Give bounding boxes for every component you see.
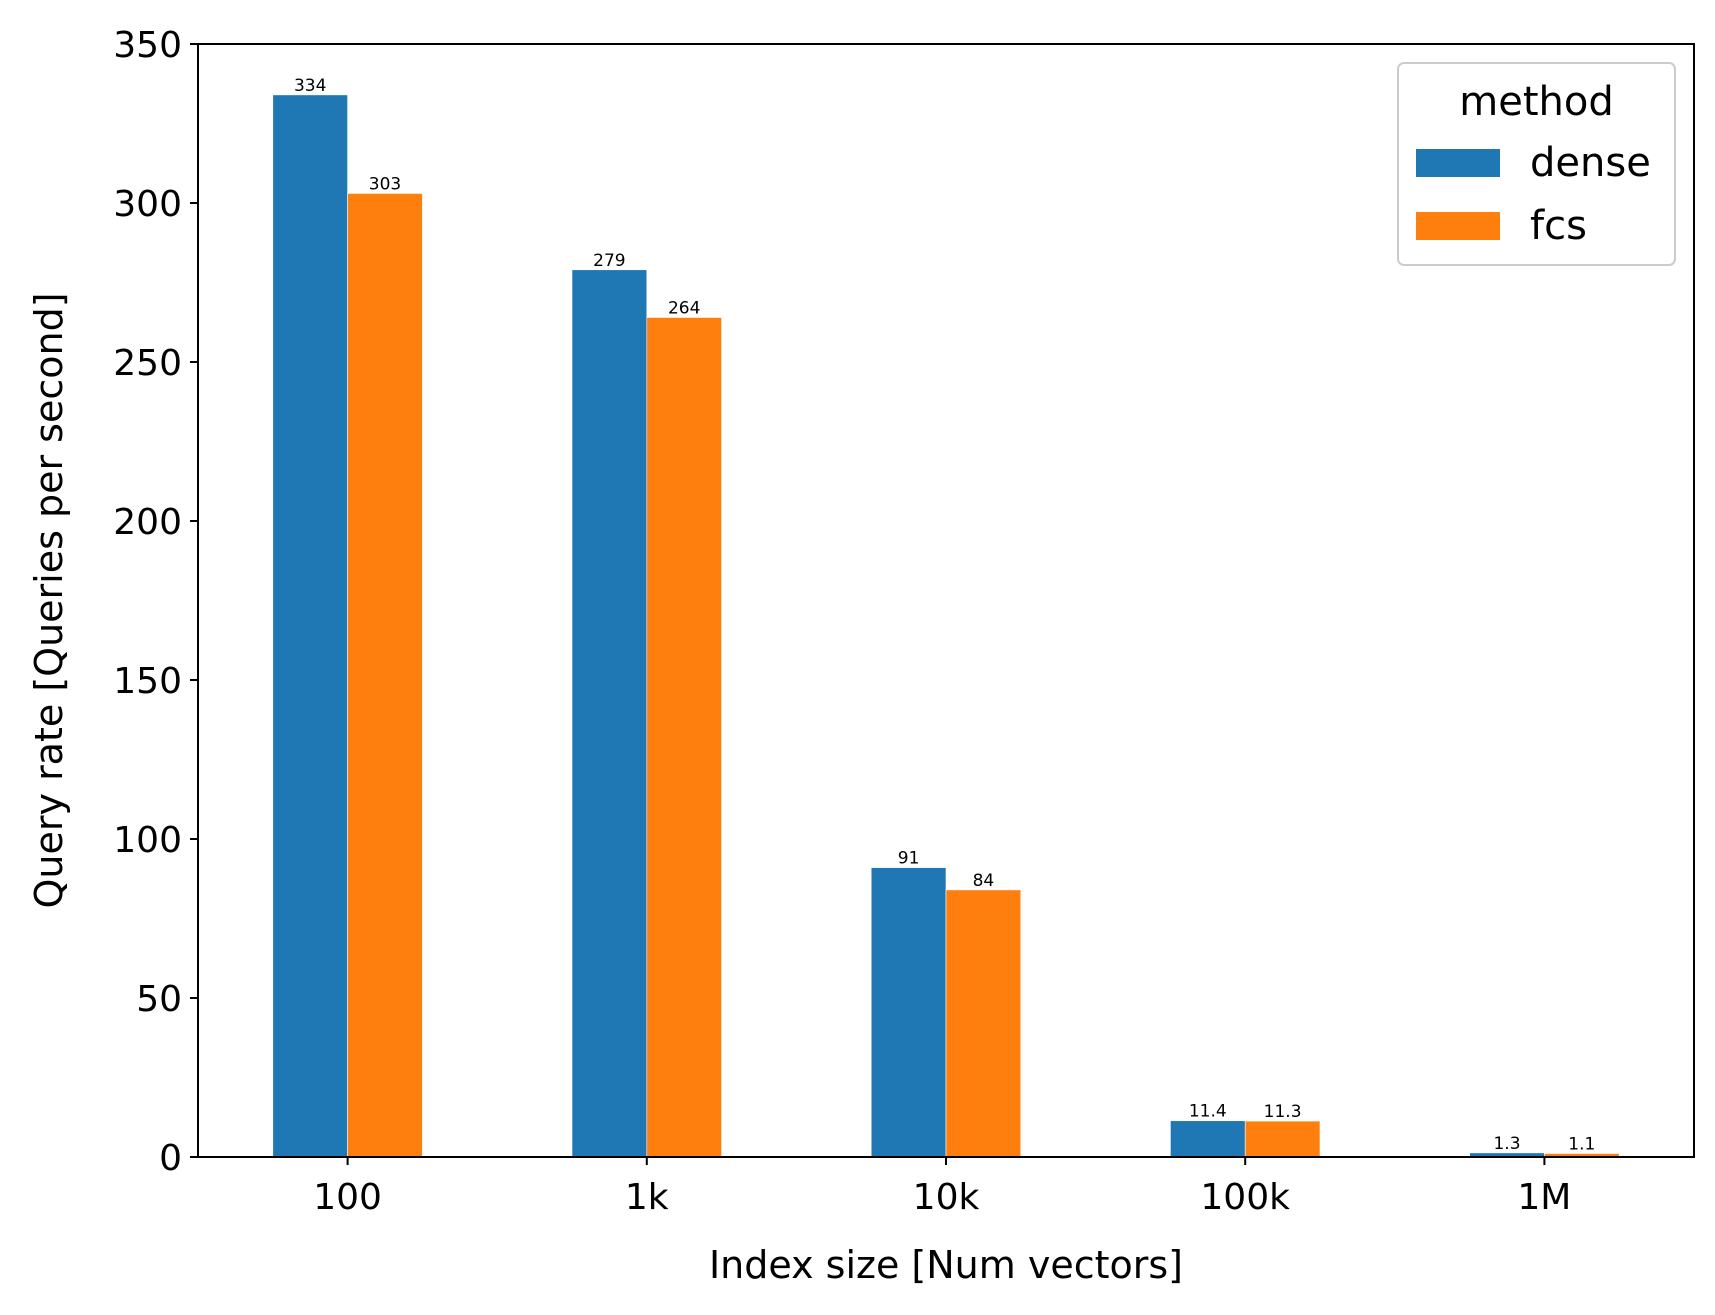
bars <box>272 94 1620 1158</box>
data-label-fcs-100: 303 <box>369 174 401 194</box>
y-tick-label: 50 <box>136 979 182 1020</box>
y-tick-label: 200 <box>113 502 182 543</box>
legend-label-fcs: fcs <box>1530 203 1587 249</box>
data-label-fcs-1k: 264 <box>668 298 700 318</box>
data-label-dense-100k: 11.4 <box>1189 1102 1227 1122</box>
bar-fcs-1k <box>646 317 722 1158</box>
data-label-fcs-1M: 1.1 <box>1568 1135 1595 1155</box>
data-label-dense-1M: 1.3 <box>1493 1134 1520 1154</box>
bar-dense-1k <box>571 269 648 1158</box>
bar-fcs-100k <box>1244 1120 1321 1158</box>
legend-swatch-dense <box>1416 149 1500 177</box>
y-tick-label: 100 <box>113 820 182 861</box>
x-tick-label: 1M <box>1517 1177 1571 1218</box>
y-tick-label: 300 <box>113 184 182 225</box>
data-label-fcs-100k: 11.3 <box>1264 1102 1302 1122</box>
data-labels: 334 279 91 11.4 1.3 303 264 84 11.3 1.1 <box>294 76 1595 1155</box>
y-tick-label: 150 <box>113 661 182 702</box>
y-tick-label: 250 <box>113 343 182 384</box>
x-tick-label: 10k <box>913 1177 980 1218</box>
y-axis-label: Query rate [Queries per second] <box>27 292 71 908</box>
data-label-fcs-10k: 84 <box>973 871 995 891</box>
x-tick-label: 100 <box>313 1177 382 1218</box>
bar-dense-100k <box>1170 1120 1246 1158</box>
data-label-dense-1k: 279 <box>593 251 625 271</box>
legend-swatch-fcs <box>1416 212 1500 240</box>
y-tick-label: 0 <box>159 1138 182 1179</box>
y-tick-label: 350 <box>113 25 182 66</box>
x-tick-label: 1k <box>625 1177 669 1218</box>
bar-fcs-10k <box>945 889 1022 1158</box>
legend-title: method <box>1459 79 1613 125</box>
legend: method dense fcs <box>1397 62 1676 266</box>
bar-dense-100 <box>272 94 348 1158</box>
bar-fcs-100 <box>347 193 423 1158</box>
x-tick-label: 100k <box>1200 1177 1290 1218</box>
legend-items: dense fcs <box>1416 140 1651 249</box>
data-label-dense-100: 334 <box>294 76 326 96</box>
x-axis-ticks: 100 1k 10k 100k 1M <box>313 1157 1571 1218</box>
bar-dense-10k <box>870 867 947 1158</box>
data-label-dense-10k: 91 <box>898 849 920 869</box>
x-axis-label: Index size [Num vectors] <box>709 1243 1183 1287</box>
legend-label-dense: dense <box>1530 140 1651 186</box>
y-axis-ticks: 0 50 100 150 200 250 300 350 <box>113 25 198 1179</box>
